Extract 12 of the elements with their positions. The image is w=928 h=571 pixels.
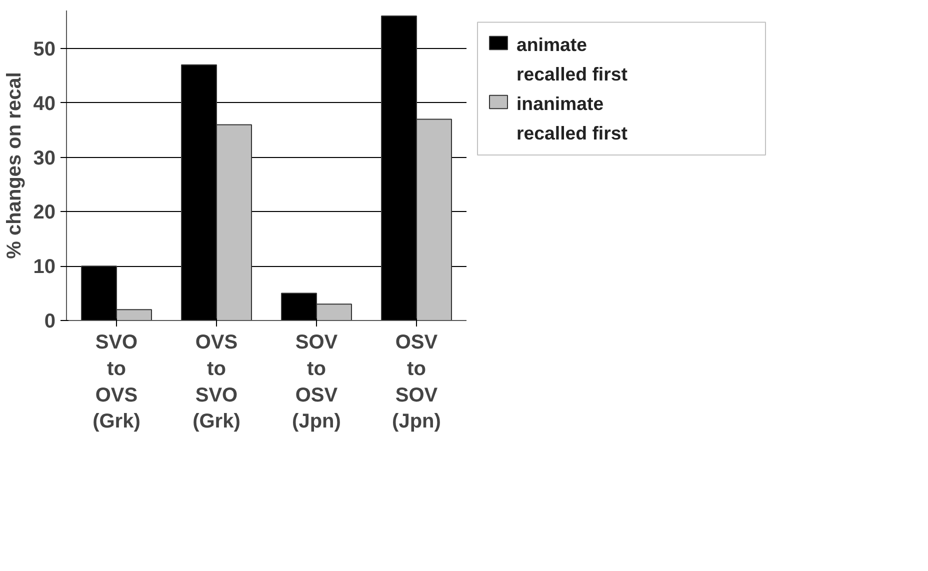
x-tick-label: SOV to OSV (Jpn) [292,332,341,433]
x-tick-label: SVO to OVS (Grk) [92,332,140,433]
x-tick-label: OSV to SOV (Jpn) [392,332,441,433]
y-tick-label: 40 [33,92,56,115]
x-tick-label: OVS to SVO (Grk) [192,332,240,433]
y-tick-label: 10 [33,256,56,278]
y-tick-label: 50 [33,38,56,61]
legend-label: inanimate recalled first [516,93,628,144]
y-axis-title: % changes on recal [3,72,26,259]
y-tick-label: 20 [33,202,56,224]
y-tick-label: 30 [33,147,56,170]
y-tick-label: 0 [44,310,56,332]
